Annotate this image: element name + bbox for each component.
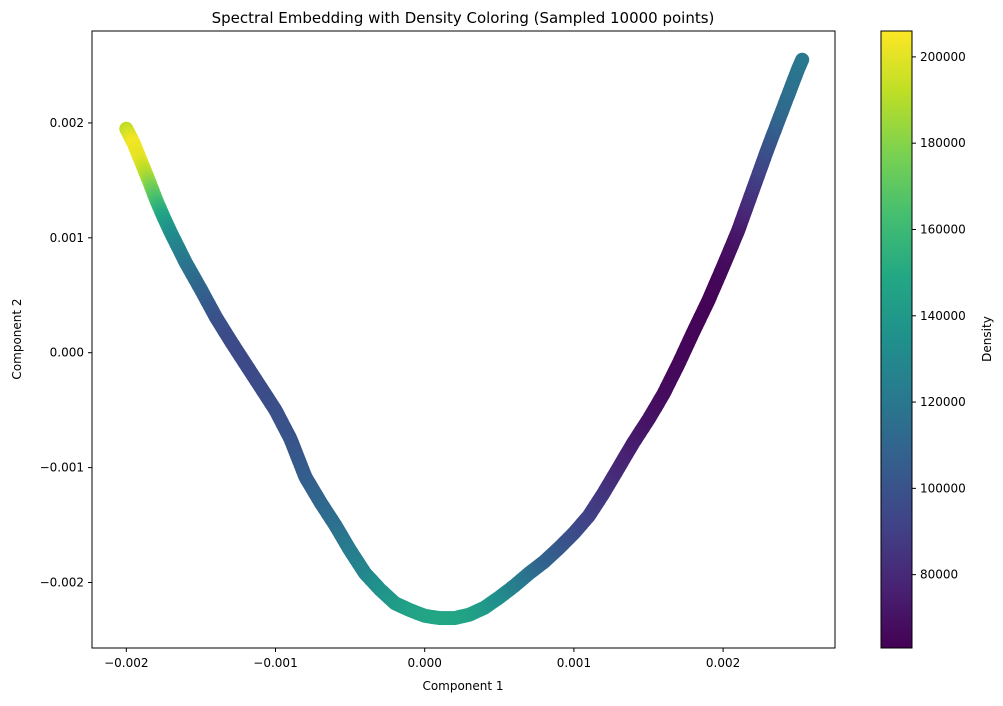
x-tick-label: 0.001 [557, 656, 591, 670]
y-tick-label: 0.002 [50, 116, 84, 130]
colorbar [880, 30, 913, 649]
x-tick-label: 0.000 [408, 656, 442, 670]
y-axis-label: Component 2 [10, 298, 24, 379]
colorbar-tick-label: 200000 [920, 50, 966, 64]
colorbar-label: Density [980, 316, 994, 362]
colorbar-tick-label: 140000 [920, 309, 966, 323]
colorbar-tick-label: 180000 [920, 136, 966, 150]
y-tick-label: 0.000 [50, 346, 84, 360]
scatter-points [119, 52, 810, 626]
colorbar-tick-label: 120000 [920, 395, 966, 409]
x-axis-ticks: −0.002 −0.001 0.000 0.001 0.002 [104, 648, 740, 670]
x-tick-label: −0.001 [253, 656, 297, 670]
scatter-point [795, 52, 810, 67]
plot-frame [91, 30, 836, 649]
colorbar-ticks: 80000 100000 120000 140000 160000 180000 20000… [912, 50, 966, 582]
y-tick-label: −0.002 [40, 576, 84, 590]
colorbar-tick-label: 80000 [920, 568, 958, 582]
y-tick-label: −0.001 [40, 461, 84, 475]
x-tick-label: 0.002 [706, 656, 740, 670]
x-axis-label: Component 1 [422, 679, 503, 693]
colorbar-tick-label: 100000 [920, 481, 966, 495]
x-tick-label: −0.002 [104, 656, 148, 670]
colorbar-tick-label: 160000 [920, 222, 966, 236]
y-tick-label: 0.001 [50, 231, 84, 245]
y-axis-ticks: −0.002 −0.001 0.000 0.001 0.002 [40, 116, 92, 590]
chart-title: Spectral Embedding with Density Coloring… [212, 9, 715, 27]
